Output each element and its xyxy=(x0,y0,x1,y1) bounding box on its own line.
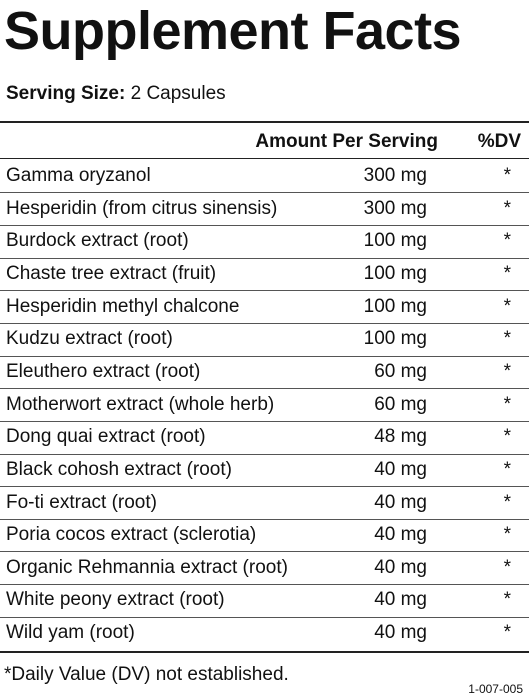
row-rule xyxy=(0,356,529,357)
ingredient: Fo-ti extract (root) xyxy=(6,491,157,513)
amount: 40 mg xyxy=(374,491,427,513)
row-rule xyxy=(0,421,529,422)
amount: 100 mg xyxy=(363,295,427,317)
row-rule xyxy=(0,388,529,389)
header-dv: %DV xyxy=(477,131,521,152)
amount: 40 mg xyxy=(374,589,427,611)
ingredient: Hesperidin methyl chalcone xyxy=(6,295,240,317)
row-rule xyxy=(0,584,529,585)
daily-value: * xyxy=(503,426,511,448)
title: Supplement Facts xyxy=(4,1,462,61)
amount: 300 mg xyxy=(363,165,427,186)
row-rule xyxy=(0,454,529,455)
ingredient: Kudzu extract (root) xyxy=(6,328,173,350)
ingredient: Dong quai extract (root) xyxy=(6,426,206,448)
rule xyxy=(0,651,529,653)
row-rule xyxy=(0,519,529,520)
daily-value: * xyxy=(503,393,511,415)
daily-value: * xyxy=(503,589,511,611)
ingredient: Organic Rehmannia extract (root) xyxy=(6,556,288,578)
amount: 48 mg xyxy=(374,426,427,448)
ingredient: Hesperidin (from citrus sinensis) xyxy=(6,197,278,219)
daily-value: * xyxy=(503,491,511,513)
ingredient: Poria cocos extract (sclerotia) xyxy=(6,524,257,546)
daily-value: * xyxy=(503,360,511,382)
serving-value: 2 Capsules xyxy=(130,83,226,104)
row-rule xyxy=(0,258,529,259)
daily-value: * xyxy=(503,230,511,252)
footnote: *Daily Value (DV) not established. xyxy=(4,664,289,685)
rule xyxy=(0,121,529,123)
header-amount: Amount Per Serving xyxy=(255,131,438,152)
amount: 40 mg xyxy=(374,524,427,546)
amount: 100 mg xyxy=(363,328,427,350)
row-rule xyxy=(0,486,529,487)
ingredient: Wild yam (root) xyxy=(6,622,135,644)
rule xyxy=(0,158,529,159)
daily-value: * xyxy=(503,524,511,546)
daily-value: * xyxy=(503,622,511,644)
row-rule xyxy=(0,225,529,226)
serving-label: Serving Size: xyxy=(6,83,126,104)
ingredient: Gamma oryzanol xyxy=(6,165,151,186)
amount: 100 mg xyxy=(363,262,427,284)
daily-value: * xyxy=(503,197,511,219)
row-rule xyxy=(0,551,529,552)
daily-value: * xyxy=(503,262,511,284)
product-code: 1-007-005 xyxy=(468,682,523,696)
daily-value: * xyxy=(503,458,511,480)
daily-value: * xyxy=(503,295,511,317)
ingredient: White peony extract (root) xyxy=(6,589,225,611)
ingredient: Eleuthero extract (root) xyxy=(6,360,201,382)
daily-value: * xyxy=(503,556,511,578)
row-rule xyxy=(0,323,529,324)
ingredient: Black cohosh extract (root) xyxy=(6,458,232,480)
amount: 300 mg xyxy=(363,197,427,219)
daily-value: * xyxy=(503,328,511,350)
ingredient: Burdock extract (root) xyxy=(6,230,189,252)
row-rule xyxy=(0,192,529,193)
amount: 40 mg xyxy=(374,556,427,578)
ingredient: Motherwort extract (whole herb) xyxy=(6,393,275,415)
row-rule xyxy=(0,617,529,618)
daily-value: * xyxy=(503,165,511,186)
amount: 40 mg xyxy=(374,622,427,644)
serving-size: Serving Size: 2 Capsules xyxy=(6,83,226,105)
row-rule xyxy=(0,290,529,291)
amount: 40 mg xyxy=(374,458,427,480)
amount: 60 mg xyxy=(374,360,427,382)
amount: 100 mg xyxy=(363,230,427,252)
amount: 60 mg xyxy=(374,393,427,415)
ingredient: Chaste tree extract (fruit) xyxy=(6,262,217,284)
